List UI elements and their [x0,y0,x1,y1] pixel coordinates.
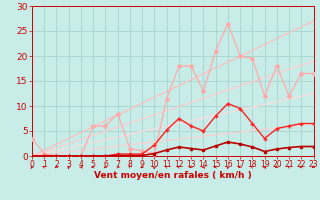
X-axis label: Vent moyen/en rafales ( km/h ): Vent moyen/en rafales ( km/h ) [94,171,252,180]
